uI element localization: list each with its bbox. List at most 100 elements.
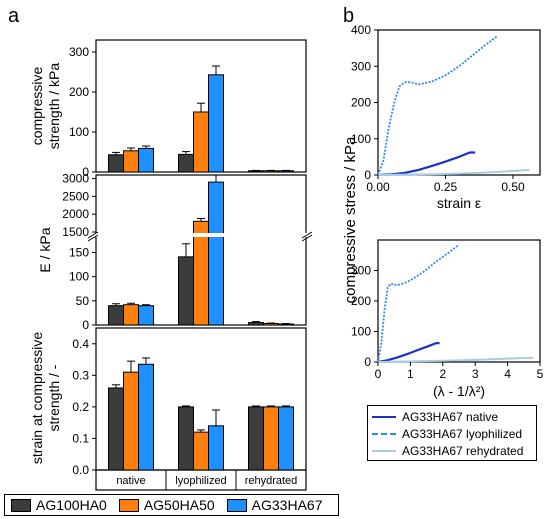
bar	[278, 170, 294, 173]
series-line	[377, 356, 534, 363]
y-tick-label: 0.2	[72, 400, 89, 414]
x-tick-label: 0.25	[434, 180, 458, 194]
legend-label: AG100HA0	[36, 497, 107, 513]
bar	[263, 406, 279, 471]
y-tick-label: 0	[82, 318, 89, 332]
x-tick-label: 2	[439, 367, 446, 381]
y-tick-label: 300	[351, 59, 371, 73]
legend-label: AG50HA50	[143, 497, 215, 513]
legend-b-item: AG33HA67 lyophilized	[372, 425, 532, 442]
series-line	[377, 168, 530, 176]
bar	[108, 154, 124, 173]
plot-frame	[377, 29, 541, 176]
y-tick-label: 0	[364, 168, 371, 182]
legend-label: AG33HA67 lyophilized	[402, 426, 523, 441]
bar	[178, 256, 194, 326]
legend-line	[372, 415, 396, 418]
plot-frame	[377, 239, 541, 363]
bar	[278, 323, 294, 326]
x-tick-label: 0.50	[501, 180, 525, 194]
x-axis-label: (λ - 1/λ²)	[433, 383, 485, 399]
y-axis-label: strain at compressive	[29, 332, 45, 464]
x-tick-label: 3	[472, 367, 479, 381]
y-axis-label: E / kPa	[37, 227, 53, 272]
category-label: rehydrated	[245, 475, 298, 487]
legend-a-item: AG100HA0	[11, 497, 107, 513]
y-tick-label: 100	[351, 325, 371, 339]
x-axis-label: strain ε	[437, 195, 481, 211]
legend-label: AG33HA67	[251, 497, 323, 513]
y-tick-label: 0.4	[72, 337, 89, 351]
bar	[138, 147, 154, 173]
category-label: native	[116, 475, 145, 487]
y-tick-label: 200	[351, 96, 371, 110]
legend-line	[372, 432, 396, 435]
legend-a: AG100HA0 AG50HA50 AG33HA67	[4, 494, 339, 516]
x-tick-label: 5	[537, 367, 544, 381]
legend-swatch	[11, 498, 31, 512]
legend-b: AG33HA67 native AG33HA67 lyophilized AG3…	[367, 405, 537, 461]
bar	[193, 111, 209, 173]
y-tick-label: 0.0	[72, 463, 89, 477]
y-tick-label: 200	[351, 294, 371, 308]
y-axis-label: strength / kPa	[46, 63, 62, 150]
bar	[123, 304, 139, 326]
bar	[248, 322, 264, 326]
y-tick-label: 100	[351, 132, 371, 146]
bar	[178, 406, 194, 471]
y-axis-label: compressive	[29, 67, 45, 146]
series-line	[377, 35, 498, 176]
bar	[138, 305, 154, 326]
legend-swatch	[118, 498, 139, 512]
y-tick-label: 2500	[62, 189, 89, 203]
y-tick-label: 1500	[62, 225, 89, 239]
axis-break-mark	[87, 231, 99, 239]
legend-a-item: AG33HA67	[226, 497, 323, 513]
bar	[208, 425, 224, 471]
bar	[263, 323, 279, 326]
axis-break-gap	[86, 233, 316, 237]
y-tick-label: 0	[364, 355, 371, 369]
bar	[248, 406, 264, 471]
axis-break-mark	[301, 231, 313, 239]
y-tick-label: 3000	[62, 172, 89, 186]
y-tick-label: 300	[351, 264, 371, 278]
y-tick-label: 100	[69, 270, 89, 284]
bar	[108, 305, 124, 326]
y-tick-label: 2000	[62, 207, 89, 221]
x-tick-label: 0	[375, 367, 382, 381]
bar	[248, 170, 264, 173]
y-tick-label: 150	[69, 246, 89, 260]
bar	[178, 153, 194, 173]
y-tick-label: 100	[69, 125, 89, 139]
series-line	[377, 243, 460, 363]
y-tick-label: 200	[69, 85, 89, 99]
bar	[108, 387, 124, 471]
legend-line	[372, 449, 396, 452]
axis-break-mark	[301, 234, 313, 242]
bar	[138, 363, 154, 471]
category-label: lyophilized	[175, 475, 226, 487]
x-tick-label: 4	[504, 367, 511, 381]
y-tick-label: 300	[69, 45, 89, 59]
panel-label-b: b	[343, 5, 354, 27]
bar	[208, 74, 224, 173]
legend-label: AG33HA67 rehydrated	[402, 443, 524, 458]
axis-break-mark	[87, 234, 99, 242]
legend-label: AG33HA67 native	[402, 409, 499, 424]
y-axis-label: compressive stress / kPa	[342, 136, 359, 303]
legend-a-item: AG50HA50	[118, 497, 215, 513]
series-line	[377, 342, 440, 364]
legend-swatch	[226, 498, 247, 512]
series-line	[377, 151, 476, 177]
bar	[123, 150, 139, 173]
y-tick-label: 400	[351, 23, 371, 37]
bar	[193, 431, 209, 471]
y-tick-label: 0.1	[72, 431, 89, 445]
bar	[208, 181, 224, 326]
legend-b-item: AG33HA67 native	[372, 408, 532, 425]
panel-label-a: a	[8, 5, 20, 27]
y-axis-label: strength / -	[46, 364, 62, 431]
